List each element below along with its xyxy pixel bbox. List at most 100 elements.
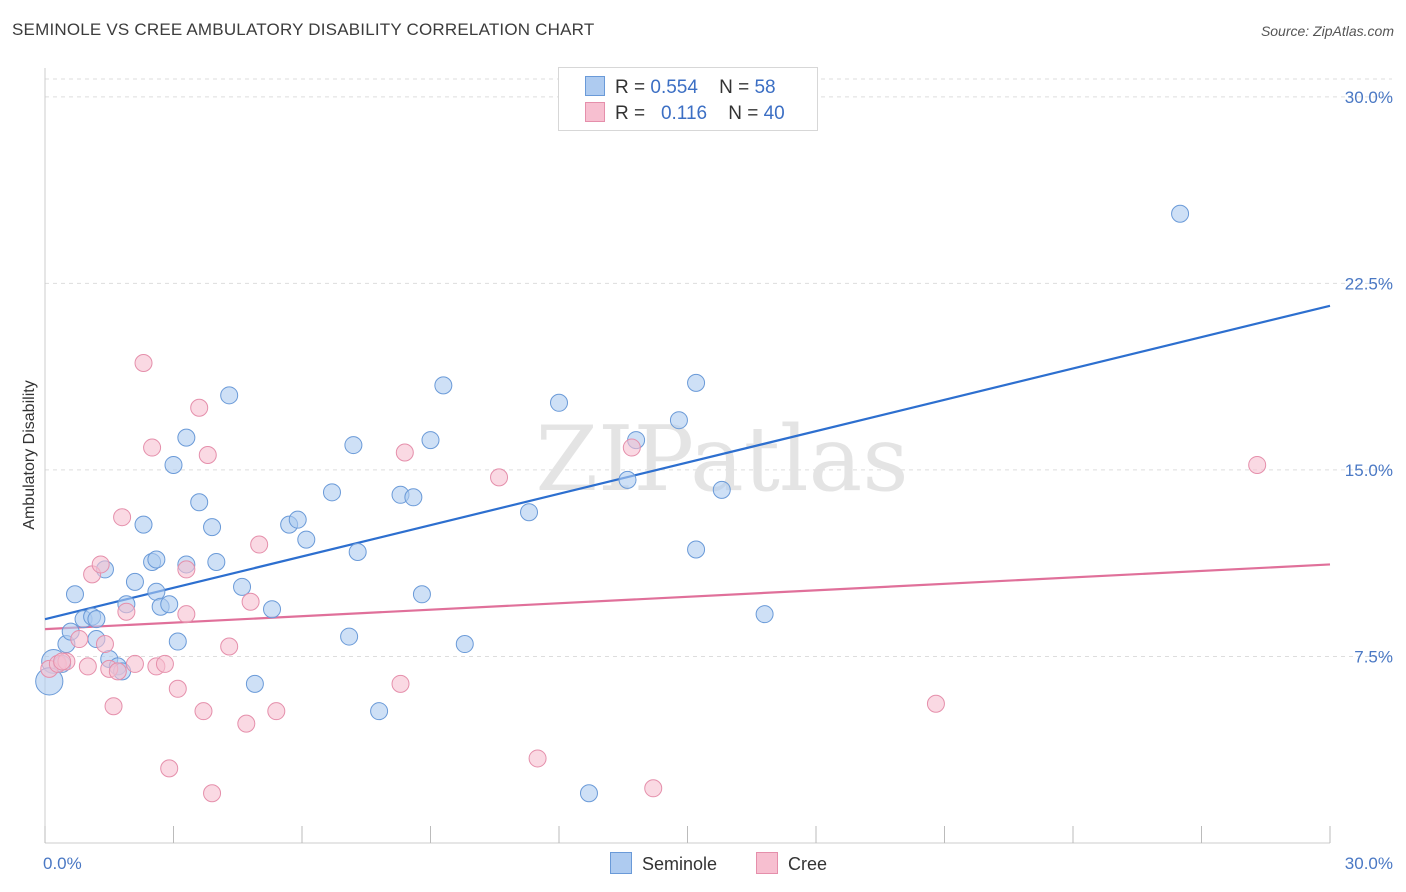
cree-point	[490, 468, 509, 487]
cree-point	[117, 602, 136, 621]
y-tick-label: 15.0%	[1345, 461, 1393, 480]
seminole-point	[125, 572, 144, 591]
seminole-point	[177, 428, 196, 447]
cree-point	[125, 654, 144, 673]
cree-point	[267, 702, 286, 721]
data-points	[35, 204, 1267, 803]
seminole-point	[233, 577, 252, 596]
chart-title: SEMINOLE VS CREE AMBULATORY DISABILITY C…	[12, 20, 595, 39]
legend-n-label: N =	[719, 77, 750, 98]
cree-point	[177, 605, 196, 624]
seminole-point	[669, 411, 688, 430]
seminole-point	[87, 610, 106, 629]
cree-point	[220, 637, 239, 656]
y-tick-label: 7.5%	[1354, 647, 1393, 666]
seminole-point	[160, 595, 179, 614]
cree-point	[203, 784, 222, 803]
cree-point	[108, 662, 127, 681]
seminole-point	[164, 455, 183, 474]
seminole-point	[550, 393, 568, 412]
cree-point	[926, 694, 945, 713]
cree-point	[134, 353, 153, 372]
seminole-point	[168, 632, 187, 651]
y-tick-label: 30.0%	[1345, 88, 1393, 107]
seminole-point	[712, 480, 731, 499]
seminole-point	[520, 503, 539, 522]
seminole-point	[147, 582, 166, 601]
cree-point	[391, 674, 410, 693]
y-tick-label: 22.5%	[1345, 274, 1393, 293]
cree-point	[177, 560, 196, 579]
cree-point	[190, 398, 209, 417]
cree-point	[113, 508, 132, 527]
cree-point	[168, 679, 187, 698]
seminole-point	[263, 600, 282, 619]
cree-point	[143, 438, 162, 457]
seminole-point	[412, 585, 431, 604]
seminole-point	[618, 470, 637, 489]
seminole-point	[190, 493, 209, 512]
seminole-point	[687, 540, 706, 559]
seminole-point	[297, 530, 316, 549]
cree-point	[241, 592, 260, 611]
cree-point	[78, 657, 97, 676]
seminole-point	[755, 605, 774, 624]
cree-point	[1248, 455, 1267, 474]
y-axis-label: Ambulatory Disability	[21, 380, 38, 529]
legend-r-label: R =	[615, 103, 646, 124]
legend-r-value: 0.116	[660, 103, 708, 124]
cree-point	[91, 555, 110, 574]
legend-n-value: 40	[763, 103, 785, 124]
legend-r-label: R =	[615, 77, 646, 98]
seminole-point	[220, 386, 239, 405]
cree-point	[53, 652, 72, 671]
cree-legend-swatch	[756, 852, 778, 874]
bottom-legend-seminole: Seminole	[610, 852, 717, 875]
seminole-point	[147, 550, 166, 569]
seminole-point	[687, 373, 706, 392]
seminole-point	[203, 518, 222, 537]
seminole-point	[288, 510, 307, 529]
cree-point	[155, 654, 174, 673]
seminole-point	[348, 543, 367, 562]
cree-point	[622, 438, 641, 457]
source-label: Source: ZipAtlas.com	[1260, 23, 1394, 39]
seminole-legend-swatch	[610, 852, 632, 874]
seminole-point	[65, 585, 84, 604]
legend-n-label: N =	[728, 103, 759, 124]
axes	[44, 68, 1331, 844]
stats-legend: R = 0.554 N = 58 R = 0.116 N = 40	[558, 67, 818, 131]
cree-point	[104, 697, 123, 716]
seminole-swatch	[585, 76, 605, 96]
seminole-point	[134, 515, 153, 534]
seminole-point	[245, 674, 264, 693]
seminole-point	[340, 627, 359, 646]
seminole-point	[404, 488, 423, 507]
bottom-legend-cree: Cree	[756, 852, 827, 875]
y-tick-labels: 7.5% 15.0% 22.5% 30.0%	[1345, 88, 1393, 667]
seminole-point	[344, 436, 363, 455]
seminole-point	[455, 635, 474, 654]
legend-row-seminole: R = 0.554 N = 58	[585, 76, 776, 98]
seminole-legend-label: Seminole	[642, 854, 718, 874]
legend-row-cree: R = 0.116 N = 40	[585, 102, 785, 124]
seminole-point	[322, 483, 341, 502]
seminole-point	[1171, 204, 1190, 223]
seminole-point	[434, 376, 453, 395]
cree-point	[528, 749, 547, 768]
trend-lines	[44, 304, 1331, 631]
legend-n-value: 58	[754, 77, 776, 98]
cree-swatch	[585, 102, 605, 122]
seminole-point	[207, 552, 226, 571]
x-tick-labels: 0.0% 30.0%	[43, 854, 1393, 873]
seminole-point	[370, 702, 389, 721]
cree-point	[644, 779, 663, 798]
cree-trend-line	[44, 563, 1331, 631]
x-tick-label: 0.0%	[43, 854, 82, 873]
cree-point	[237, 714, 256, 733]
cree-point	[395, 443, 414, 462]
cree-point	[194, 702, 213, 721]
cree-point	[198, 446, 217, 465]
cree-legend-label: Cree	[788, 854, 828, 874]
